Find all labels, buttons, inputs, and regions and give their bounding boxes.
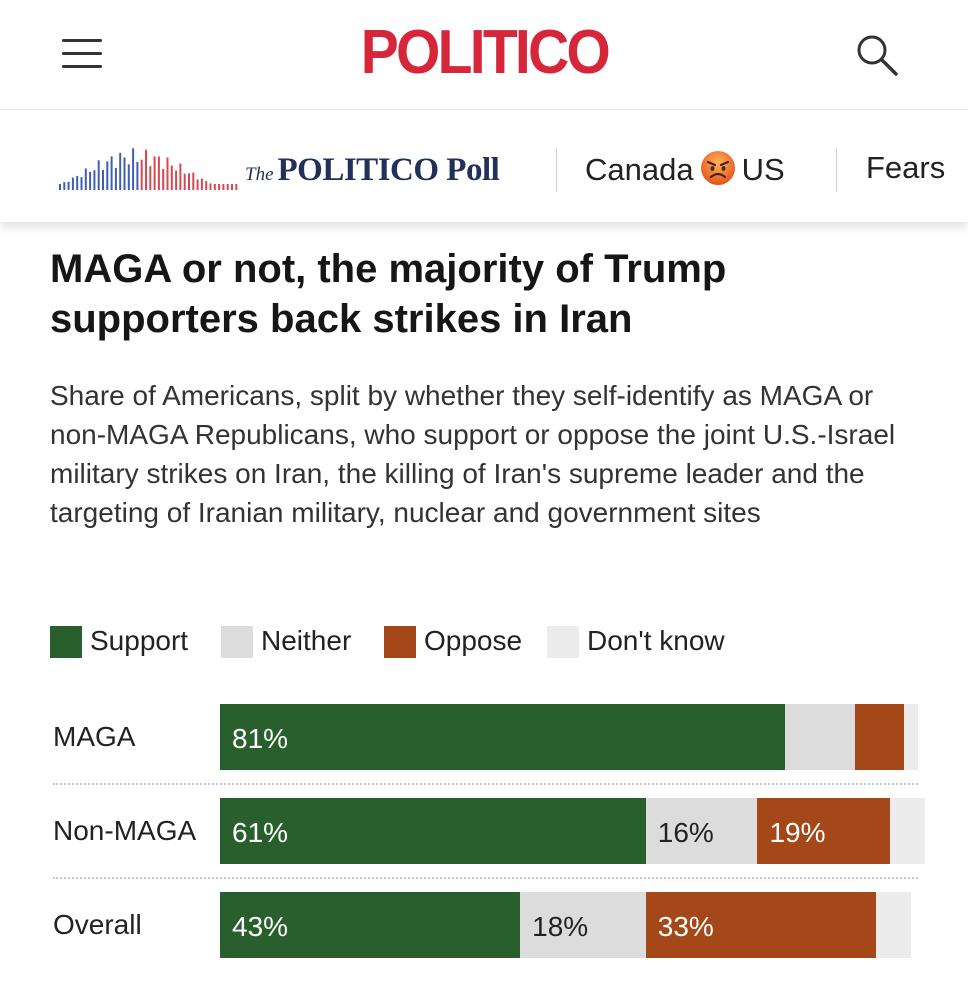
- poll-title[interactable]: The POLITICO Poll: [245, 152, 500, 189]
- legend-label-support: Support: [90, 625, 189, 656]
- legend-swatch-dont-know: [547, 626, 579, 658]
- nav-item-fears[interactable]: Fears: [866, 150, 946, 185]
- data-label-oppose: 19%: [769, 817, 826, 848]
- bar-segment-support: [220, 704, 786, 770]
- angry-face-icon: [700, 151, 735, 185]
- hamburger-menu-icon[interactable]: [62, 37, 102, 69]
- bar-segment-oppose: [855, 704, 905, 770]
- nav-item-canada-label: Canada: [585, 152, 694, 187]
- row-label-overall: Overall: [53, 909, 142, 940]
- legend-swatch-support: [50, 626, 82, 658]
- legend-swatch-neither: [221, 626, 253, 658]
- bar-segment-neither: [645, 798, 758, 864]
- politico-logo[interactable]: POLITICO: [360, 18, 610, 87]
- bar-segment-dont-know: [890, 798, 925, 864]
- nav-divider: [836, 148, 837, 192]
- bar-segment-neither: [520, 892, 646, 958]
- row-separator: [53, 783, 918, 785]
- legend-label-dont-know: Don't know: [587, 625, 725, 656]
- nav-item-canada-us[interactable]: Canada US: [585, 150, 785, 188]
- data-label-neither: 18%: [532, 911, 589, 942]
- data-label-support: 81%: [232, 723, 289, 754]
- data-label-neither: 16%: [657, 817, 714, 848]
- bar-segment-oppose: [645, 892, 877, 958]
- site-header: POLITICO: [0, 0, 968, 110]
- data-label-support: 61%: [232, 817, 289, 848]
- row-label-non-maga: Non-MAGA: [53, 815, 197, 846]
- data-label-oppose: 33%: [657, 911, 714, 942]
- poll-title-name: POLITICO Poll: [277, 152, 500, 188]
- bar-segment-dont-know: [904, 704, 918, 770]
- data-label-support: 43%: [232, 911, 289, 942]
- nav-divider: [556, 148, 557, 192]
- bar-segment-dont-know: [876, 892, 911, 958]
- nav-item-us-label: US: [741, 152, 785, 187]
- poll-waveform-icon: [59, 148, 238, 190]
- legend-label-neither: Neither: [261, 625, 352, 656]
- chart-subtitle: Share of Americans, split by whether the…: [50, 380, 896, 528]
- legend-swatch-oppose: [384, 626, 416, 658]
- bar-segment-support: [220, 798, 646, 864]
- legend-label-oppose: Oppose: [424, 625, 523, 656]
- poll-navigation-bar: The POLITICO Poll Canada US Fears: [0, 118, 968, 222]
- row-separator: [53, 877, 918, 879]
- bar-segment-neither: [785, 704, 856, 770]
- chart-headline: MAGA or not, the majority of Trump suppo…: [50, 247, 727, 341]
- poll-title-prefix: The: [245, 164, 274, 185]
- search-icon[interactable]: [852, 32, 904, 78]
- bar-segment-oppose: [757, 798, 891, 864]
- row-label-maga: MAGA: [53, 721, 136, 752]
- bar-segment-support: [220, 892, 521, 958]
- stacked-bar-chart: MAGA 81% Non-MAGA 61% 16% 19% Overall 43% 18% 33%: [0, 690, 968, 980]
